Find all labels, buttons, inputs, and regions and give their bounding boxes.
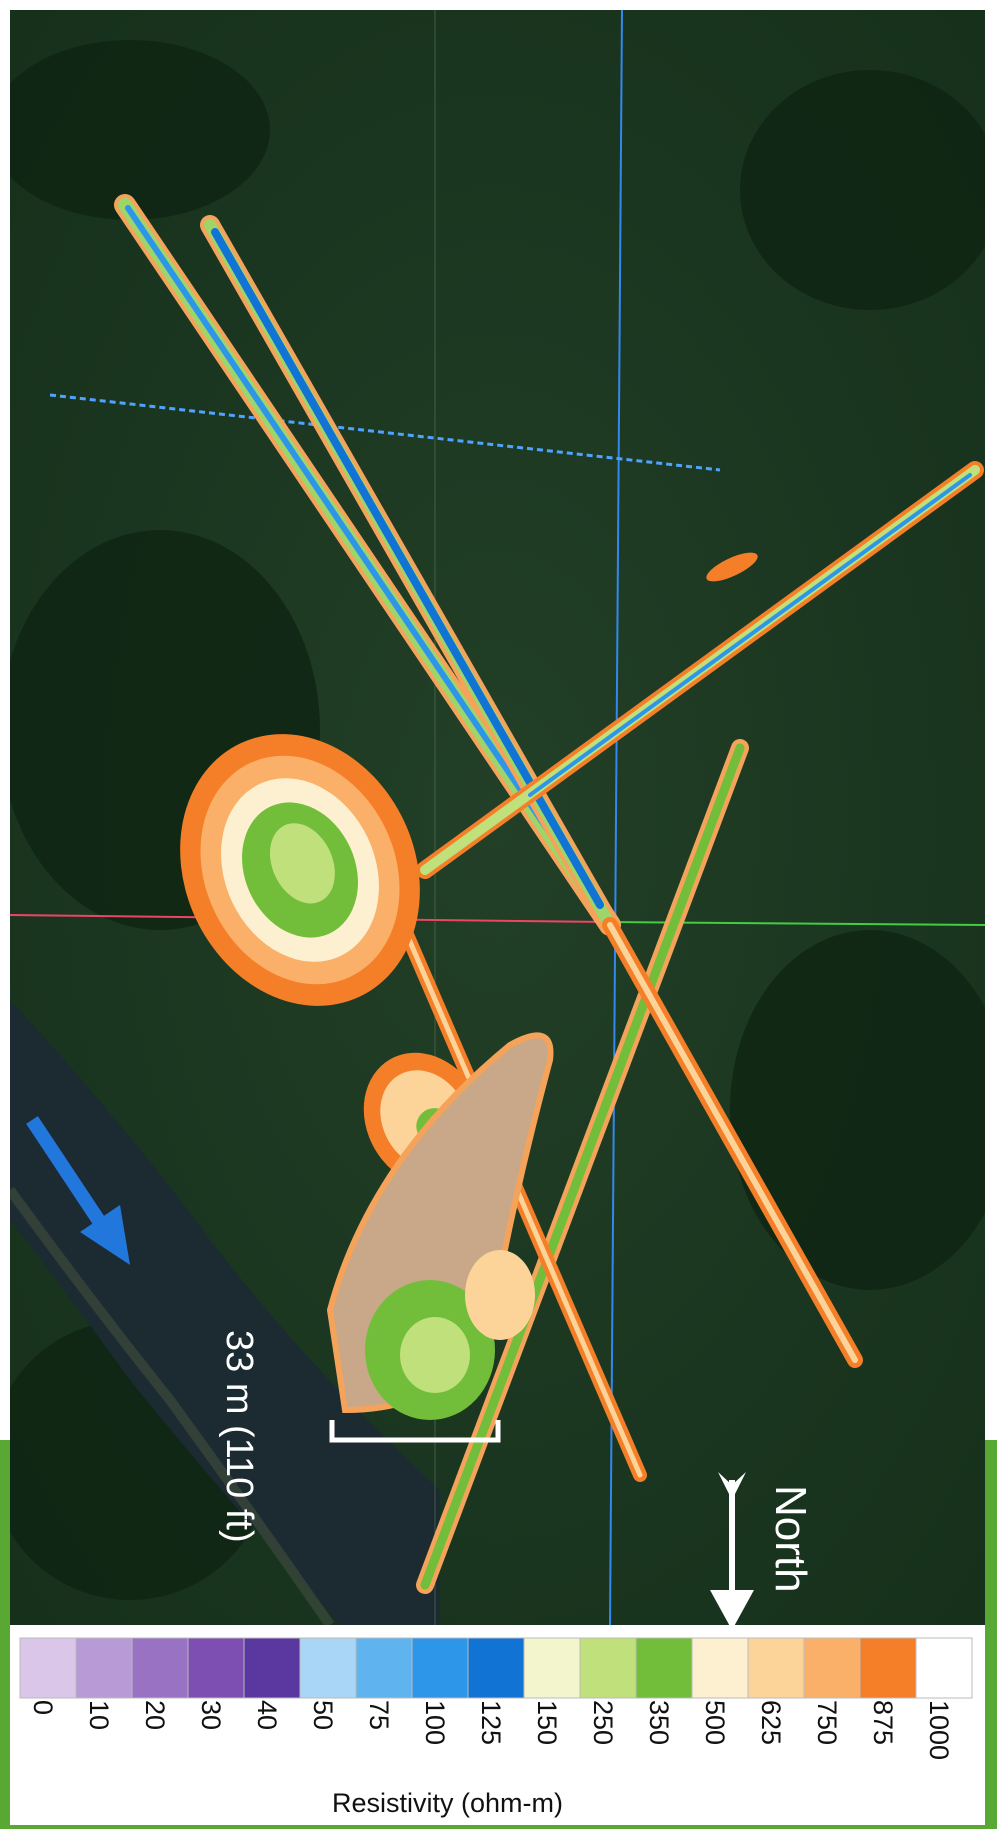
legend-tick-label: 875	[868, 1700, 898, 1746]
legend-swatch	[691, 1637, 749, 1699]
resistivity-spot	[706, 552, 758, 582]
legend-tick-label: 1000	[924, 1700, 954, 1761]
legend-swatch	[467, 1637, 525, 1699]
resistivity-anomaly-south	[326, 1032, 554, 1420]
north-label: North	[766, 1485, 815, 1593]
resistivity-profile-4	[416, 739, 749, 1594]
resistivity-profile-5	[602, 917, 863, 1368]
legend-swatch	[187, 1637, 245, 1699]
figure-page: 33 m (110 ft) North 0 10 20 30 40 50 75 100 125 1…	[10, 10, 985, 1825]
legend-swatch	[859, 1637, 917, 1699]
river	[10, 1000, 440, 1625]
legend-swatch	[579, 1637, 637, 1699]
legend-colorbar	[19, 1637, 973, 1699]
aerial-map[interactable]: 33 m (110 ft) North	[10, 10, 985, 1625]
legend-swatch	[355, 1637, 413, 1699]
legend-tick-label: 250	[588, 1700, 618, 1746]
legend-swatch	[131, 1637, 189, 1699]
north-arrow-icon	[710, 1472, 754, 1625]
resistivity-anomaly-north	[180, 734, 420, 1006]
legend-swatch	[75, 1637, 133, 1699]
legend-swatch	[299, 1637, 357, 1699]
legend-tick-label: 500	[700, 1700, 730, 1746]
legend-swatch	[523, 1637, 581, 1699]
legend-swatch	[747, 1637, 805, 1699]
legend-tick-label: 40	[252, 1700, 282, 1731]
river-bank	[10, 1187, 335, 1625]
scale-label: 33 m (110 ft)	[218, 1330, 260, 1543]
legend-swatch	[19, 1637, 77, 1699]
legend-tick-label: 125	[476, 1700, 506, 1746]
legend-tick-label: 350	[644, 1700, 674, 1746]
resistivity-profile-6	[398, 923, 647, 1482]
legend-tick-label: 10	[84, 1700, 114, 1731]
legend-tick-label: 0	[28, 1700, 58, 1716]
legend-tick-label: 625	[756, 1700, 786, 1746]
resistivity-profile-3	[416, 461, 984, 879]
legend-swatch	[411, 1637, 469, 1699]
legend-tick-label: 150	[532, 1700, 562, 1746]
legend-tick-label: 20	[140, 1700, 170, 1731]
scale-bar	[329, 1420, 501, 1443]
legend-swatch	[635, 1637, 693, 1699]
legend-swatch	[803, 1637, 861, 1699]
legend-tick-label: 75	[364, 1700, 394, 1731]
legend-swatch	[243, 1637, 301, 1699]
legend-title: Resistivity (ohm-m)	[332, 1788, 564, 1818]
legend-tick-label: 50	[308, 1700, 338, 1731]
survey-line-blue-vertical	[609, 10, 623, 1625]
survey-line-diagonal-thin	[49, 393, 721, 472]
legend-tick-label: 100	[420, 1700, 450, 1746]
legend-tick-label: 30	[196, 1700, 226, 1731]
flow-arrow-icon	[26, 1116, 130, 1265]
legend-swatch	[915, 1637, 973, 1699]
legend-tick-label: 750	[812, 1700, 842, 1746]
